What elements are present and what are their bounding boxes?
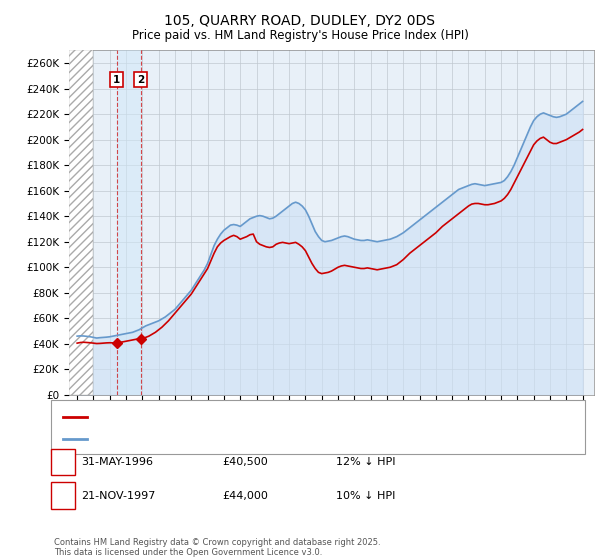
Text: 12% ↓ HPI: 12% ↓ HPI <box>336 457 395 467</box>
Text: £40,500: £40,500 <box>222 457 268 467</box>
Text: 105, QUARRY ROAD, DUDLEY, DY2 0DS (semi-detached house): 105, QUARRY ROAD, DUDLEY, DY2 0DS (semi-… <box>91 413 398 422</box>
Text: £44,000: £44,000 <box>222 491 268 501</box>
Bar <box>69 50 94 395</box>
Text: Price paid vs. HM Land Registry's House Price Index (HPI): Price paid vs. HM Land Registry's House … <box>131 29 469 42</box>
Bar <box>116 50 140 395</box>
Text: 2: 2 <box>137 74 144 85</box>
Text: Contains HM Land Registry data © Crown copyright and database right 2025.
This d: Contains HM Land Registry data © Crown c… <box>54 538 380 557</box>
Text: 1: 1 <box>59 457 67 467</box>
Text: 31-MAY-1996: 31-MAY-1996 <box>81 457 153 467</box>
Text: 21-NOV-1997: 21-NOV-1997 <box>81 491 155 501</box>
Text: 10% ↓ HPI: 10% ↓ HPI <box>336 491 395 501</box>
Text: HPI: Average price, semi-detached house, Dudley: HPI: Average price, semi-detached house,… <box>91 434 334 444</box>
Text: 105, QUARRY ROAD, DUDLEY, DY2 0DS: 105, QUARRY ROAD, DUDLEY, DY2 0DS <box>164 14 436 28</box>
Text: 2: 2 <box>59 491 67 501</box>
Text: 1: 1 <box>113 74 120 85</box>
